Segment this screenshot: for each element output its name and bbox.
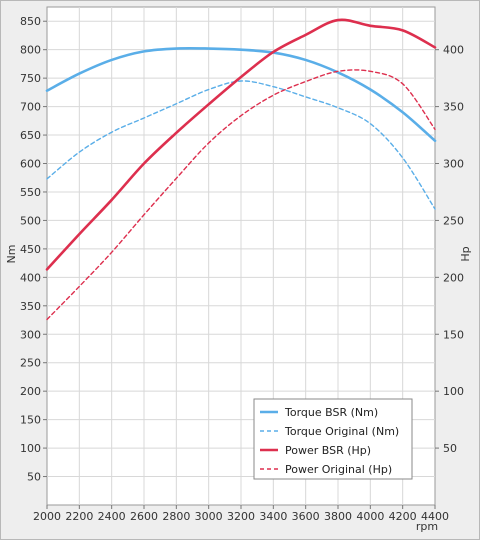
y-tick-label-left: 100 — [20, 442, 41, 455]
y-tick-label-left: 50 — [27, 471, 41, 484]
series-group — [45, 18, 437, 321]
y-tick-label-right: 400 — [443, 44, 464, 57]
x-axis-label: rpm — [416, 520, 438, 533]
series-line-power-original-hp — [46, 69, 436, 321]
x-tick-label: 3000 — [195, 510, 223, 523]
x-tick-label: 3800 — [324, 510, 352, 523]
y-tick-label-right: 350 — [443, 101, 464, 114]
y-tick-label-right: 300 — [443, 158, 464, 171]
legend-box — [253, 398, 413, 480]
x-tick-label: 4200 — [389, 510, 417, 523]
y-tick-label-left: 700 — [20, 101, 41, 114]
y-tick-label-left: 800 — [20, 44, 41, 57]
x-tick-label: 2600 — [130, 510, 158, 523]
y-tick-label-left: 650 — [20, 129, 41, 142]
y-tick-label-left: 850 — [20, 15, 41, 28]
y-axis-label-left: Nm — [5, 245, 18, 264]
y-tick-label-right: 50 — [443, 442, 457, 455]
x-tick-label: 3200 — [227, 510, 255, 523]
y-tick-label-right: 200 — [443, 271, 464, 284]
y-tick-label-left: 200 — [20, 385, 41, 398]
axes: 2000 2200 2400 2600 2800 3000 3200 3400 3600 3800… — [20, 15, 464, 523]
legend: Torque BSR (Nm) Torque Original (Nm) Power… — [253, 398, 413, 480]
y-tick-label-left: 150 — [20, 414, 41, 427]
series-line-torque-original-nm — [46, 80, 436, 210]
series-line-torque-bsr-nm — [45, 46, 437, 143]
y-tick-label-left: 450 — [20, 243, 41, 256]
legend-label: Power BSR (Hp) — [285, 444, 371, 457]
y-tick-label-left: 600 — [20, 158, 41, 171]
x-tick-label: 2000 — [33, 510, 61, 523]
y-tick-label-right: 100 — [443, 385, 464, 398]
x-tick-label: 2400 — [98, 510, 126, 523]
y-tick-label-left: 550 — [20, 186, 41, 199]
x-tick-label: 3400 — [259, 510, 287, 523]
x-tick-label: 4400 — [421, 510, 449, 523]
y-tick-label-left: 750 — [20, 72, 41, 85]
legend-label: Torque Original (Nm) — [284, 425, 399, 438]
y-tick-label-left: 350 — [20, 300, 41, 313]
y-tick-label-right: 150 — [443, 328, 464, 341]
x-tick-label: 4000 — [356, 510, 384, 523]
x-tick-label: 2800 — [162, 510, 190, 523]
series-line-power-bsr-hp — [45, 18, 437, 271]
y-tick-label-left: 300 — [20, 328, 41, 341]
legend-label: Power Original (Hp) — [285, 463, 392, 476]
x-tick-label: 3600 — [292, 510, 320, 523]
y-axis-label-right: Hp — [459, 246, 472, 261]
y-tick-label-left: 400 — [20, 271, 41, 284]
y-tick-label-right: 250 — [443, 214, 464, 227]
y-tick-label-left: 250 — [20, 357, 41, 370]
x-tick-label: 2200 — [65, 510, 93, 523]
legend-label: Torque BSR (Nm) — [284, 406, 378, 419]
y-tick-label-left: 500 — [20, 214, 41, 227]
